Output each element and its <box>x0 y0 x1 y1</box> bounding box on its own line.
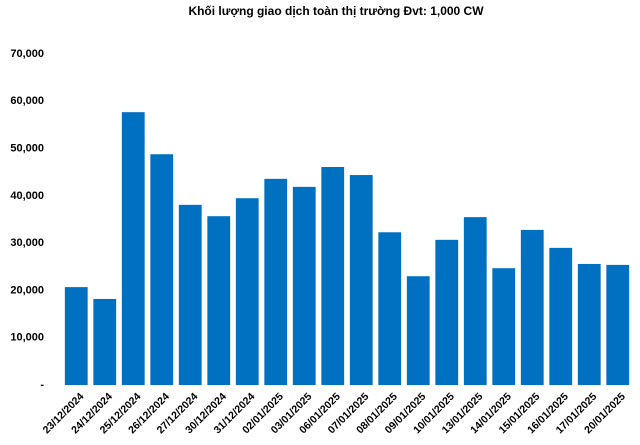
bar <box>435 239 459 385</box>
bar <box>492 268 516 385</box>
y-tick-label: 50,000 <box>10 142 44 154</box>
bar <box>292 186 316 385</box>
chart-title: Khối lượng giao dịch toàn thị trường Đvt… <box>188 4 484 18</box>
bar <box>378 232 402 385</box>
y-tick-label: 60,000 <box>10 95 44 107</box>
bar <box>406 276 430 385</box>
bar <box>549 247 573 385</box>
y-tick-label: 70,000 <box>10 48 44 60</box>
y-tick-label: 10,000 <box>10 332 44 344</box>
y-tick-label: - <box>40 379 44 391</box>
bar <box>150 154 174 385</box>
bar <box>520 229 544 385</box>
bar <box>235 198 259 385</box>
bar <box>207 216 231 385</box>
bar <box>93 298 117 385</box>
bar <box>577 263 601 385</box>
bar <box>606 264 630 385</box>
bar <box>178 204 202 385</box>
bar <box>463 217 487 385</box>
bar <box>321 167 345 385</box>
y-tick-label: 40,000 <box>10 190 44 202</box>
bar <box>264 178 288 385</box>
y-tick-label: 30,000 <box>10 237 44 249</box>
bar <box>121 112 145 385</box>
bar <box>349 175 373 385</box>
y-tick-label: 20,000 <box>10 284 44 296</box>
bar <box>64 287 88 385</box>
